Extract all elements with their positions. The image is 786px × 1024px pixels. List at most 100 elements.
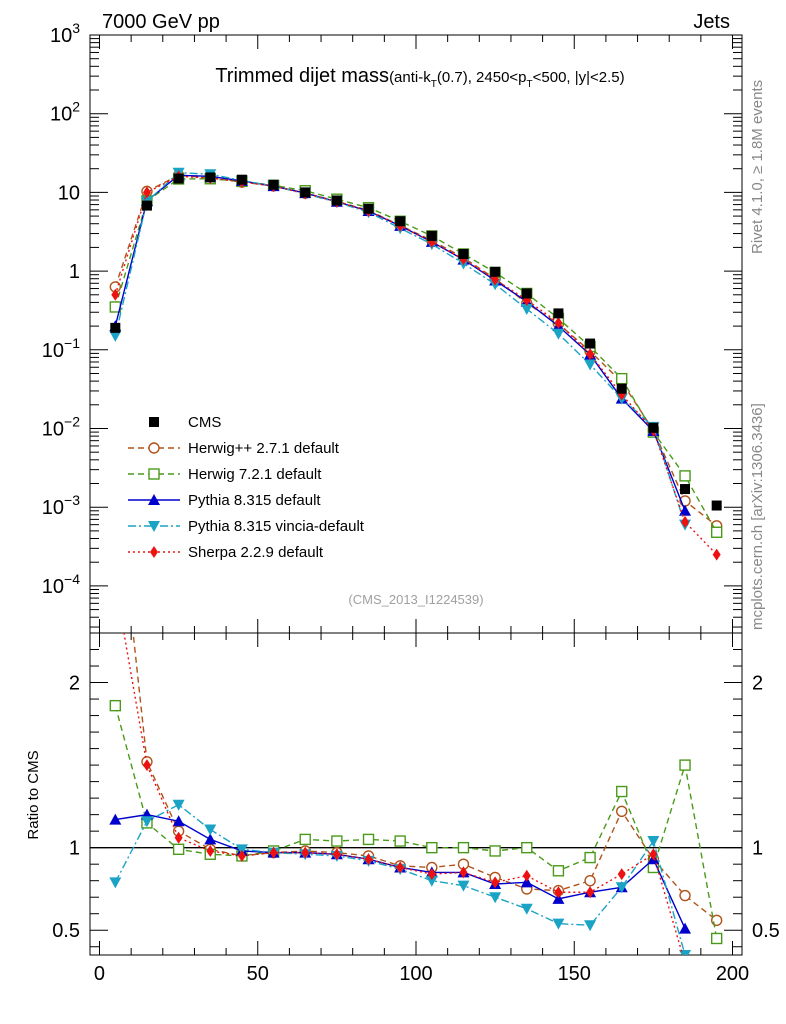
series-ratio-point [679, 922, 692, 934]
y-tick-label: 10−1 [42, 335, 80, 362]
y-tick-label: 1 [69, 261, 80, 283]
ratio-tick-label-left: 2 [69, 673, 80, 695]
y-tick-mantissa: 10 [58, 182, 80, 204]
ratio-tick-label-right: 2 [752, 673, 763, 695]
series-point [111, 288, 120, 301]
series-ratio-point [109, 813, 122, 825]
y-tick-exponent: −2 [64, 413, 80, 429]
cms-point [173, 173, 184, 184]
series-ratio-point [491, 876, 500, 889]
y-tick-mantissa: 10 [42, 497, 64, 519]
y-tick-exponent: −1 [64, 335, 80, 351]
series-ratio-point [172, 799, 185, 811]
series-ratio-point [584, 920, 597, 932]
series-ratio-point [140, 816, 153, 828]
series-point [142, 186, 151, 199]
y-tick-exponent: 3 [72, 20, 80, 36]
series-ratio-point [331, 835, 343, 847]
ratio-tick-label-left: 0.5 [52, 920, 80, 942]
series-ratio-point [301, 846, 310, 859]
legend-label: Herwig 7.2.1 default [188, 466, 322, 483]
series-ratio-point [616, 785, 628, 798]
y-tick-label: 103 [50, 20, 80, 47]
main-title: Trimmed dijet mass(anti-kT(0.7), 2450<pT… [215, 65, 624, 90]
ratio-axes: 0.5 0.5 1 1 2 2 [52, 35, 780, 956]
series-point [520, 303, 533, 315]
x-tick-label: 50 [247, 963, 269, 985]
legend-label: Herwig++ 2.7.1 default [188, 440, 340, 457]
series-ratio-point [710, 932, 723, 945]
series-ratio-point [552, 918, 565, 930]
series-ratio-point [457, 841, 470, 854]
series-ratio-point [425, 875, 438, 887]
series-ratio-point [520, 876, 533, 888]
legend-marker [148, 494, 160, 505]
series-ratio-point [427, 868, 436, 881]
y-tick-exponent: −4 [64, 571, 80, 587]
series-point [586, 348, 595, 361]
series-ratio-point [647, 836, 660, 848]
series-ratio-line [114, 803, 686, 955]
cms-data-points [110, 172, 722, 511]
y-tick-mantissa: 10 [42, 418, 64, 440]
cms-point [426, 230, 437, 241]
y-tick-mantissa: 10 [42, 576, 64, 598]
series-ratio-line [123, 633, 684, 955]
series-ratio-point [204, 833, 217, 845]
series-ratio-point [522, 869, 531, 882]
cms-point [300, 187, 311, 198]
series-ratio-point [172, 815, 185, 827]
y-tick-label: 10−2 [42, 413, 80, 440]
series-ratio-point [584, 851, 596, 864]
series-point [681, 515, 690, 528]
series-point [109, 330, 122, 342]
series-ratio-point [615, 882, 628, 894]
series-ratio-point [649, 848, 658, 861]
title-sub-b: T [431, 79, 437, 90]
series-ratio-point [109, 877, 122, 889]
legend-marker [150, 546, 158, 558]
y-tick-mantissa: 1 [69, 261, 80, 283]
title-sub-a: (anti-k [389, 69, 431, 86]
series-ratio-point [681, 957, 689, 969]
series-ratio-line [114, 705, 718, 939]
series-3-ratio [109, 799, 692, 955]
series-ratio-point [206, 844, 215, 857]
series-ratio-point [554, 886, 563, 899]
header-left: 7000 GeV pp [102, 11, 220, 33]
cms-point [711, 500, 722, 511]
cms-point [521, 288, 532, 299]
ratio-frame [89, 632, 743, 956]
legend-label: Pythia 8.315 default [188, 492, 321, 509]
title-sub-c: (0.7), 2450<p [437, 69, 527, 86]
analysis-id: (CMS_2013_I1224539) [348, 592, 483, 607]
series-4-ratio [123, 633, 689, 969]
legend-marker [148, 468, 160, 480]
y-tick-mantissa: 10 [50, 25, 72, 47]
y-tick-exponent: 2 [72, 99, 80, 115]
cms-point [458, 248, 469, 259]
cms-point [363, 203, 374, 214]
series-ratio-point [520, 903, 533, 915]
cms-point [490, 266, 501, 277]
y-tick-mantissa: 10 [42, 340, 64, 362]
svg-text:Trimmed dijet mass(anti-kT(0.7: Trimmed dijet mass(anti-kT(0.7), 2450<pT… [215, 65, 624, 90]
ratio-series-layer [109, 633, 723, 969]
series-ratio-point [679, 759, 691, 771]
legend-label: Pythia 8.315 vincia-default [188, 518, 365, 535]
cms-point [236, 174, 247, 185]
x-tick-label: 0 [94, 963, 105, 985]
ratio-tick-label-left: 1 [69, 838, 80, 860]
title-main: Trimmed dijet mass [215, 65, 389, 87]
legend-label: Sherpa 2.2.9 default [188, 544, 324, 561]
title-sub-d: T [527, 79, 533, 90]
legend-label: CMS [188, 414, 221, 431]
cms-point [141, 200, 152, 211]
series-ratio-point [396, 861, 405, 874]
legend-marker [148, 521, 160, 532]
y-tick-exponent: −3 [64, 492, 80, 508]
x-tick-label: 100 [399, 963, 432, 985]
legend-marker [149, 417, 159, 427]
series-ratio-point [299, 833, 311, 846]
